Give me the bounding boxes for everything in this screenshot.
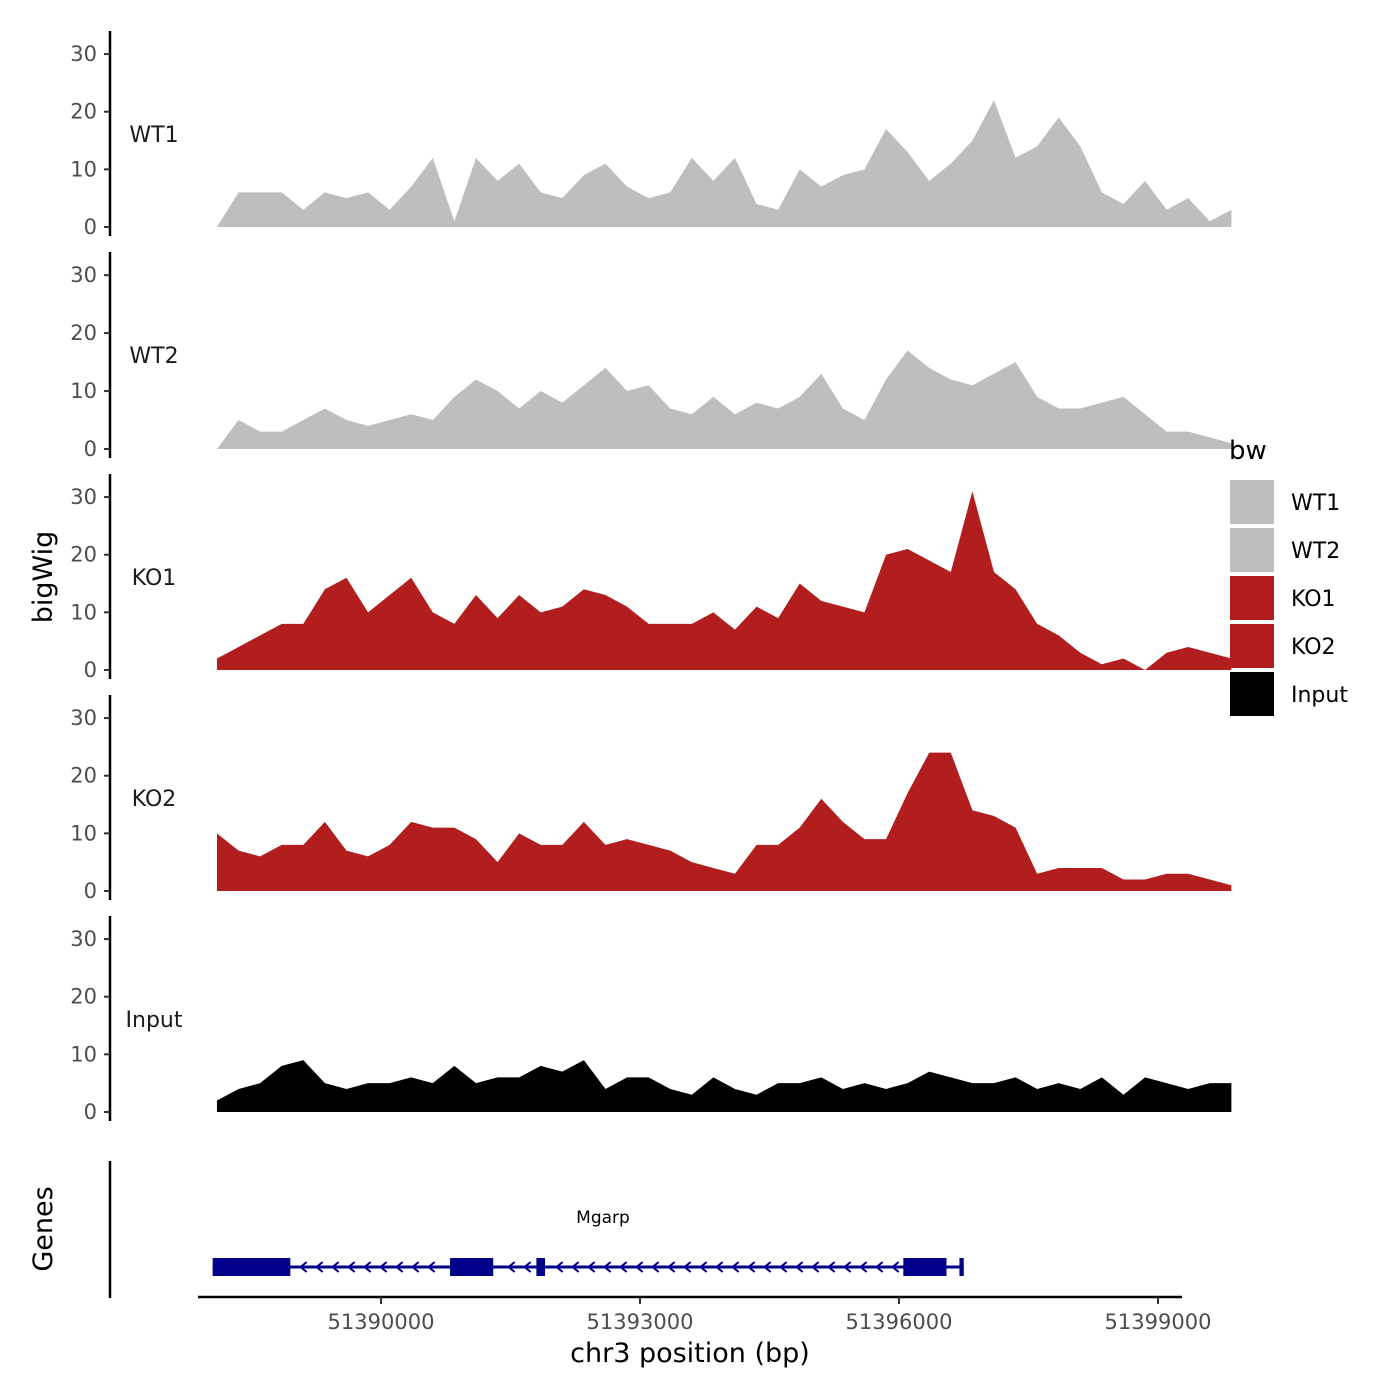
strand-arrow [651, 1261, 660, 1273]
strand-arrow [571, 1261, 580, 1273]
legend-label-wt1: WT1 [1291, 491, 1340, 516]
strand-arrow [299, 1261, 308, 1273]
strand-arrow [635, 1261, 644, 1273]
track-ko1: 0 10 20 30 KO1 [70, 474, 1232, 682]
strand-arrow [395, 1261, 404, 1273]
coverage-area-ko2 [216, 752, 1232, 891]
strand-arrow [603, 1261, 612, 1273]
x-axis: 51390000 51393000 51396000 51399000 [198, 1295, 1212, 1334]
legend-swatch-wt2 [1230, 528, 1274, 572]
strand-arrow [779, 1261, 788, 1273]
track-ko2: 0 10 20 30 KO2 [70, 695, 1232, 903]
track-input: 0 10 20 30 Input [70, 916, 1232, 1124]
y-tick-label: 10 [70, 379, 97, 403]
strand-arrow [827, 1261, 836, 1273]
strand-arrow [331, 1261, 340, 1273]
strand-arrow [859, 1261, 868, 1273]
strand-arrow [427, 1261, 436, 1273]
legend-label-input: Input [1291, 683, 1348, 708]
y-tick-label: 10 [70, 821, 97, 845]
y-tick-label: 20 [70, 543, 97, 567]
y-tick-label: 30 [70, 42, 97, 66]
legend-swatch-input [1230, 672, 1274, 716]
track-label: WT1 [129, 123, 178, 148]
strand-arrow [811, 1261, 820, 1273]
y-tick-label: 30 [70, 706, 97, 730]
strand-arrow [507, 1261, 516, 1273]
legend-swatch-wt1 [1230, 480, 1274, 524]
track-label: KO1 [132, 566, 177, 591]
gene-exon [959, 1258, 964, 1276]
x-axis-title: chr3 position (bp) [570, 1338, 810, 1369]
x-tick-label: 51396000 [846, 1310, 953, 1334]
y-tick-label: 0 [84, 215, 97, 239]
coverage-area-ko1 [216, 491, 1232, 670]
strand-arrow [619, 1261, 628, 1273]
y-tick-label: 0 [84, 1100, 97, 1124]
y-tick-label: 30 [70, 927, 97, 951]
y-tick-label: 30 [70, 485, 97, 509]
track-label: Input [126, 1008, 183, 1033]
strand-arrow [875, 1261, 884, 1273]
strand-arrow [379, 1261, 388, 1273]
legend-label-wt2: WT2 [1291, 539, 1340, 564]
y-tick-label: 10 [70, 600, 97, 624]
y-tick-label: 20 [70, 764, 97, 788]
legend-label-ko2: KO2 [1291, 635, 1336, 660]
genes-axis-title: Genes [28, 1186, 59, 1271]
y-tick-label: 10 [70, 157, 97, 181]
y-tick-label: 20 [70, 985, 97, 1009]
strand-arrow [411, 1261, 420, 1273]
strand-arrow [731, 1261, 740, 1273]
x-tick-label: 51393000 [587, 1310, 694, 1334]
gene-exon [903, 1258, 947, 1276]
y-tick-label: 10 [70, 1042, 97, 1066]
strand-arrow [667, 1261, 676, 1273]
gene-exon [450, 1258, 494, 1276]
track-panels: 0 10 20 30 WT1 0 10 20 30 WT2 0 10 20 30 KO1 0 10 20 30 KO2… [70, 31, 1232, 1124]
gene-exon [212, 1258, 291, 1276]
legend-swatch-ko2 [1230, 624, 1274, 668]
y-tick-label: 30 [70, 263, 97, 287]
y-tick-label: 0 [84, 879, 97, 903]
strand-arrow [763, 1261, 772, 1273]
y-tick-label: 0 [84, 437, 97, 461]
x-tick-label: 51399000 [1105, 1310, 1212, 1334]
genes-panel: Genes Mgarp [28, 1161, 964, 1298]
gene-model [212, 1258, 964, 1276]
coverage-area-wt1 [216, 100, 1232, 227]
strand-arrow [363, 1261, 372, 1273]
strand-arrow [555, 1261, 564, 1273]
strand-arrow [747, 1261, 756, 1273]
track-label: KO2 [132, 787, 177, 812]
coverage-area-input [216, 1060, 1232, 1112]
y-tick-label: 20 [70, 321, 97, 345]
strand-arrow [587, 1261, 596, 1273]
strand-arrow [347, 1261, 356, 1273]
legend-swatch-ko1 [1230, 576, 1274, 620]
gene-name-label: Mgarp [576, 1208, 630, 1228]
y-tick-label: 0 [84, 658, 97, 682]
strand-arrow [699, 1261, 708, 1273]
track-wt2: 0 10 20 30 WT2 [70, 252, 1232, 461]
strand-arrow [891, 1261, 900, 1273]
legend-label-ko1: KO1 [1291, 587, 1336, 612]
track-wt1: 0 10 20 30 WT1 [70, 31, 1232, 239]
track-label: WT2 [129, 344, 178, 369]
legend: bw WT1 WT2 KO1 KO2 Input [1229, 436, 1348, 716]
legend-title: bw [1229, 436, 1267, 466]
strand-arrow [523, 1261, 532, 1273]
strand-arrow [683, 1261, 692, 1273]
strand-arrow [315, 1261, 324, 1273]
y-tick-label: 20 [70, 100, 97, 124]
x-tick-label: 51390000 [328, 1310, 435, 1334]
coverage-area-wt2 [216, 350, 1232, 449]
gene-exon [536, 1258, 546, 1276]
strand-arrow [715, 1261, 724, 1273]
strand-arrow [795, 1261, 804, 1273]
y-axis-title: bigWig [28, 531, 59, 624]
strand-arrow [843, 1261, 852, 1273]
